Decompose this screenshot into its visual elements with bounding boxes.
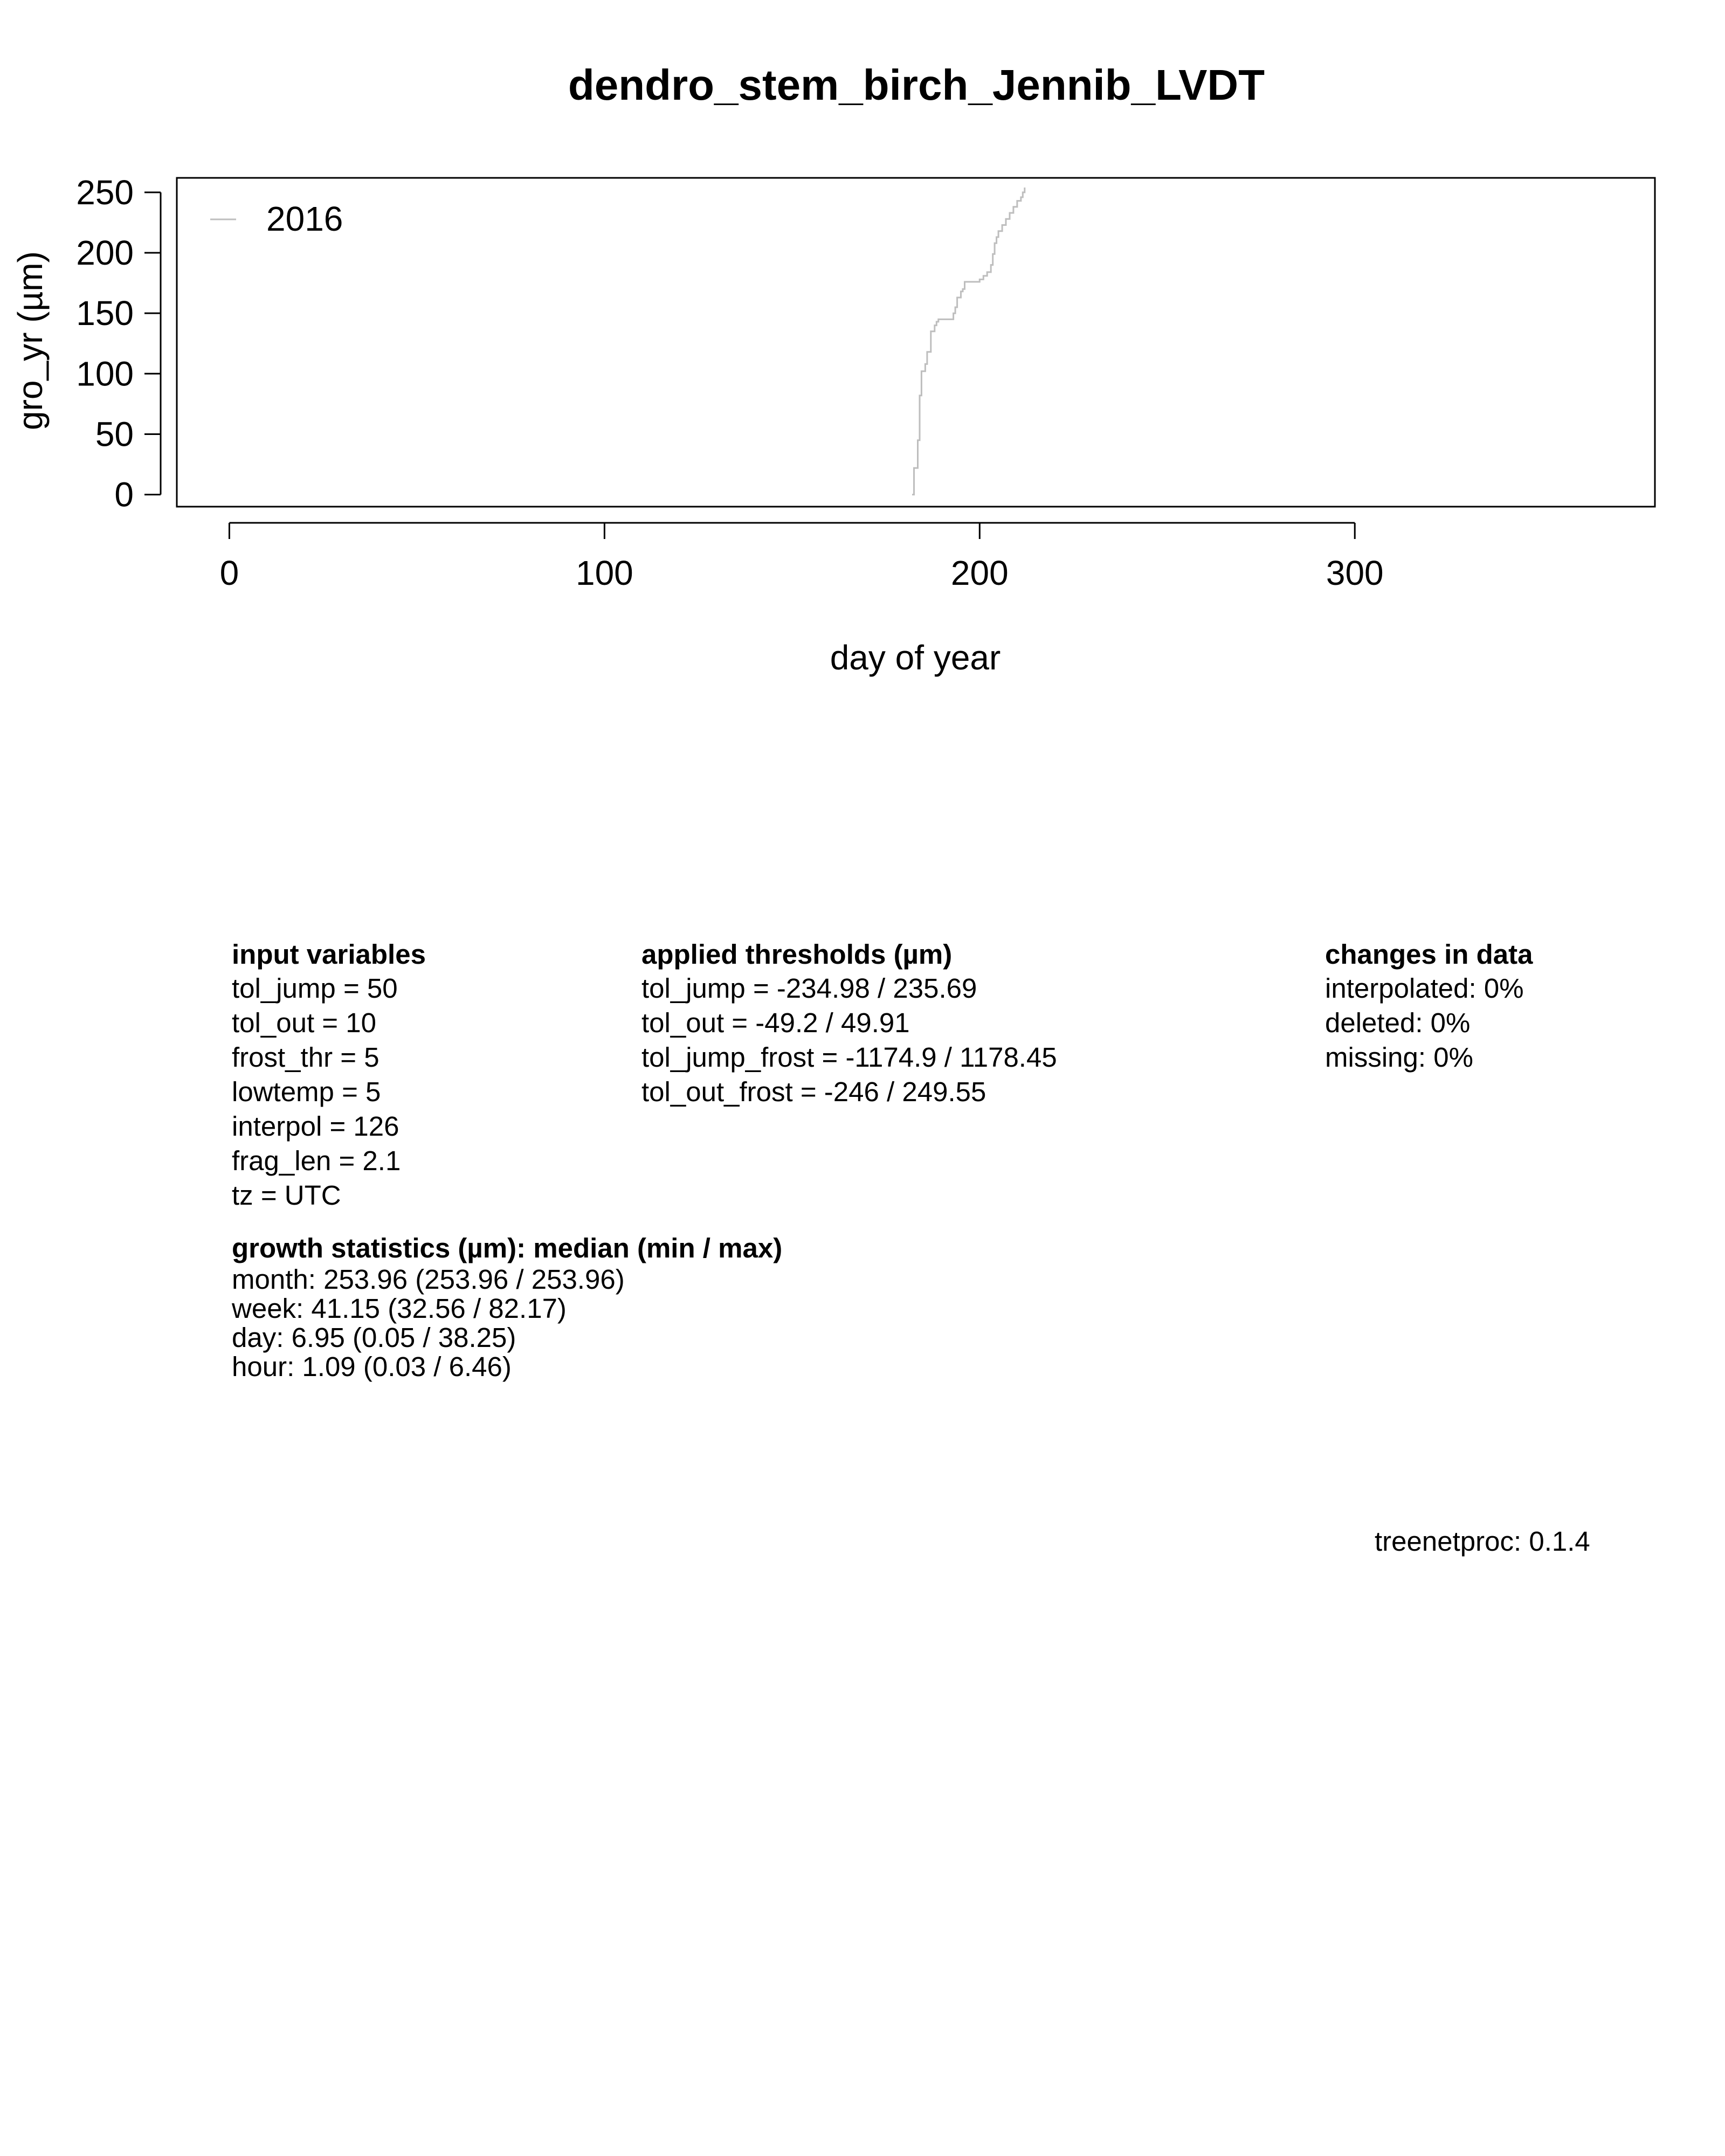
growth-statistics-line: day: 6.95 (0.05 / 38.25) [232,1322,516,1353]
input-variable-line: lowtemp = 5 [232,1076,381,1107]
x-tick-label: 100 [576,554,633,592]
legend: 2016 [210,199,343,238]
applied-thresholds-header: applied thresholds (µm) [641,939,953,970]
series-layer [912,187,1026,496]
y-axis: 0 50 100 150 200 250 [76,173,162,514]
growth-statistics-line: week: 41.15 (32.56 / 82.17) [232,1293,567,1324]
changes-line: missing: 0% [1325,1042,1473,1073]
y-axis-label: gro_yr (µm) [11,251,50,430]
plot-frame [176,177,1656,508]
x-axis-label: day of year [830,638,1001,677]
growth-statistics-line: month: 253.96 (253.96 / 253.96) [232,1264,625,1295]
y-tick-label: 200 [76,233,134,272]
x-axis: 0 100 200 300 [220,522,1384,592]
chart-title: dendro_stem_birch_Jennib_LVDT [568,61,1265,109]
growth-statistics-header: growth statistics (µm): median (min / ma… [232,1233,783,1263]
y-tick-label: 50 [95,414,134,453]
x-tick-label: 200 [951,554,1009,592]
changes-in-data-block: changes in data interpolated: 0% deleted… [1325,938,1533,1075]
input-variable-line: frag_len = 2.1 [232,1145,401,1176]
x-tick-label: 300 [1326,554,1384,592]
y-tick-label: 150 [76,294,134,333]
x-tick-label: 0 [220,554,239,592]
series-line-2016 [912,187,1026,496]
y-tick-label: 0 [114,475,134,514]
changes-line: deleted: 0% [1325,1007,1471,1038]
threshold-line: tol_jump = -234.98 / 235.69 [641,973,977,1004]
input-variable-line: tol_jump = 50 [232,973,398,1004]
y-tick-label: 100 [76,354,134,393]
growth-statistics-line: hour: 1.09 (0.03 / 6.46) [232,1351,512,1382]
input-variable-line: interpol = 126 [232,1111,399,1142]
input-variable-line: tol_out = 10 [232,1007,376,1038]
input-variable-line: tz = UTC [232,1180,341,1211]
package-version: treenetproc: 0.1.4 [1375,1526,1590,1557]
input-variables-block: input variables tol_jump = 50 tol_out = … [232,938,426,1213]
threshold-line: tol_jump_frost = -1174.9 / 1178.45 [641,1042,1057,1073]
input-variable-line: frost_thr = 5 [232,1042,380,1073]
changes-line: interpolated: 0% [1325,973,1524,1004]
changes-in-data-header: changes in data [1325,939,1533,970]
threshold-line: tol_out = -49.2 / 49.91 [641,1007,910,1038]
applied-thresholds-block: applied thresholds (µm) tol_jump = -234.… [641,938,1057,1109]
y-tick-label: 250 [76,173,134,212]
growth-statistics-block: growth statistics (µm): median (min / ma… [232,1232,782,1381]
threshold-line: tol_out_frost = -246 / 249.55 [641,1076,986,1107]
legend-label-2016: 2016 [266,199,343,238]
input-variables-header: input variables [232,939,426,970]
